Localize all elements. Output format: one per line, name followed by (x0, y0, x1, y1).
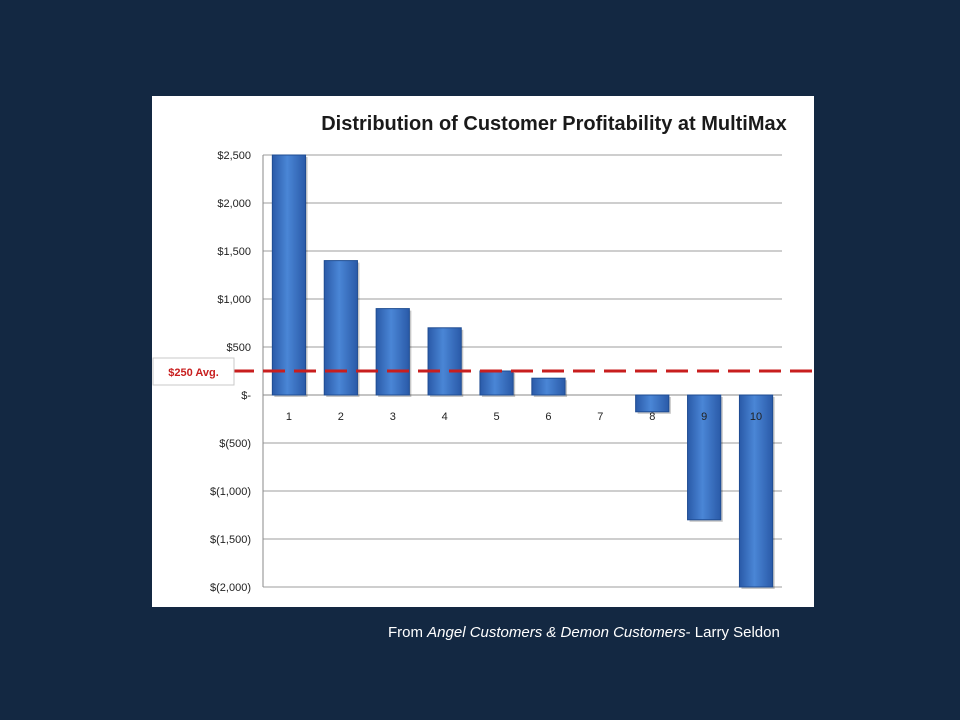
bar-6 (531, 377, 566, 396)
x-tick-label: 3 (390, 411, 396, 423)
bar-1 (271, 154, 307, 396)
average-label: $250 Avg. (168, 367, 219, 379)
bar-2 (323, 260, 358, 396)
source-caption: From Angel Customers & Demon Customers- … (388, 624, 780, 641)
x-tick-label: 4 (442, 411, 448, 423)
y-tick-label: $2,500 (217, 150, 251, 162)
profitability-bar-chart: Distribution of Customer Profitability a… (152, 113, 814, 594)
x-tick-label: 10 (750, 411, 762, 423)
y-tick-label: $2,000 (217, 198, 251, 210)
average-line-group: $250 Avg. (152, 357, 814, 386)
y-tick-label: $(500) (219, 438, 251, 450)
y-tick-label: $500 (227, 342, 251, 354)
bar-9 (687, 394, 722, 521)
y-tick-label: $- (241, 390, 251, 402)
bars (271, 154, 775, 589)
chart-panel: Distribution of Customer Profitability a… (152, 96, 814, 607)
bar-10 (738, 394, 774, 588)
bar-8 (635, 394, 670, 413)
y-tick-label: $1,500 (217, 246, 251, 258)
caption-prefix: From (388, 624, 428, 641)
x-tick-label: 6 (545, 411, 551, 423)
caption-suffix: - Larry Seldon (685, 624, 780, 641)
y-tick-label: $(1,000) (210, 486, 251, 498)
y-axis-tick-labels: $2,500 $2,000 $1,500 $1,000 $500 $- $(500) $(1,… (210, 150, 251, 594)
bar-3 (375, 308, 410, 396)
x-tick-label: 2 (338, 411, 344, 423)
x-axis-tick-labels: 1 2 3 4 5 6 7 8 9 10 (286, 411, 762, 423)
y-tick-label: $1,000 (217, 294, 251, 306)
x-tick-label: 1 (286, 411, 292, 423)
bar-5 (479, 370, 514, 396)
y-tick-label: $(1,500) (210, 534, 251, 546)
chart-title: Distribution of Customer Profitability a… (321, 113, 787, 135)
bar-4 (427, 327, 462, 396)
x-tick-label: 9 (701, 411, 707, 423)
y-tick-label: $(2,000) (210, 582, 251, 594)
x-tick-label: 7 (597, 411, 603, 423)
x-tick-label: 8 (649, 411, 655, 423)
caption-book-title: Angel Customers & Demon Customers (427, 624, 686, 641)
x-tick-label: 5 (493, 411, 499, 423)
average-label-box (152, 357, 235, 386)
